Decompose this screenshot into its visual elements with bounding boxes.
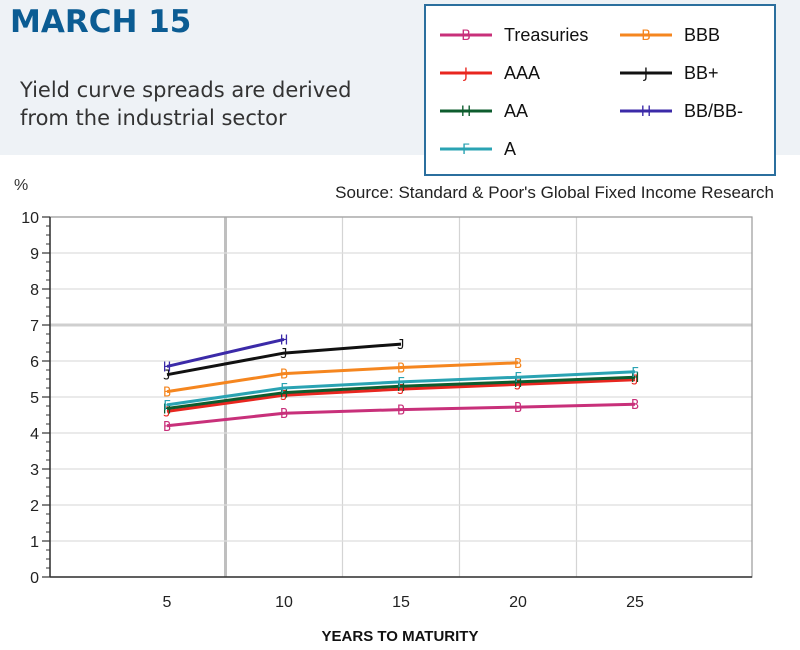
series-bb--point: J [397, 338, 405, 353]
y-tick-label: 5 [30, 390, 39, 407]
series-treasuries-point: B [397, 404, 405, 419]
series-bbb-line [166, 361, 519, 394]
x-tick-label: 15 [392, 594, 410, 611]
legend-swatch-bb-plus: J [620, 66, 672, 82]
series-aaa-point: J [397, 383, 405, 398]
series-bbb-point: B [163, 386, 171, 401]
legend-item-aa: H AA [436, 96, 528, 126]
series-bb-bb--line [166, 337, 285, 368]
legend-item-bb-bb-minus: H BB/BB- [616, 96, 743, 126]
page-title: MARCH 15 [10, 4, 192, 40]
legend-swatch-aaa: J [440, 66, 492, 82]
y-tick-label: 0 [30, 570, 39, 587]
series-aa-point: H [163, 403, 171, 418]
series-a-point: F [163, 399, 171, 414]
series-bbb-point: B [397, 361, 405, 376]
y-tick-label: 3 [30, 462, 39, 479]
series-aaa-line [166, 378, 636, 413]
legend-label-bbb: BBB [684, 24, 721, 45]
legend-label-bb-bb-minus: BB/BB- [684, 100, 744, 121]
series-aa-point: H [280, 387, 288, 402]
legend-swatch-aa: H [440, 104, 492, 120]
chart-legend: B Treasuries J AAA H AA F A B BBB J BB+ … [424, 4, 776, 176]
legend-item-a: F A [436, 134, 516, 164]
series-bbb-point: B [280, 368, 288, 383]
y-tick-label: 7 [30, 318, 39, 335]
x-tick-label: 10 [275, 594, 293, 611]
series-aa-point: H [514, 376, 522, 391]
legend-label-aa: AA [504, 100, 529, 121]
series-aa-line [166, 375, 636, 411]
y-tick-label: 9 [30, 246, 39, 263]
legend-swatch-bb-bb-minus: H [620, 104, 672, 120]
legend-swatch-bbb: B [620, 28, 672, 44]
y-tick-label: 2 [30, 498, 39, 515]
legend-item-bb-plus: J BB+ [616, 58, 719, 88]
series-aa-point: H [631, 371, 639, 386]
series-a-point: F [631, 366, 639, 381]
legend-swatch-a: F [440, 142, 492, 158]
series-treasuries-point: B [163, 420, 171, 435]
series-treasuries-point: B [514, 401, 522, 416]
series-a-point: F [397, 376, 405, 391]
y-tick-label: 10 [21, 210, 39, 227]
svg-text:B: B [641, 28, 651, 44]
legend-label-a: A [504, 138, 517, 159]
svg-text:J: J [643, 66, 648, 82]
series-a-point: F [280, 382, 288, 397]
svg-text:B: B [461, 28, 471, 44]
series-treasuries-point: B [280, 407, 288, 422]
series-bb-bb--point: H [163, 360, 171, 375]
page-subtitle: Yield curve spreads are derived from the… [20, 78, 352, 130]
series-treasuries-point: B [631, 398, 639, 413]
legend-item-bbb: B BBB [616, 20, 720, 50]
series-aaa-point: J [631, 374, 639, 389]
x-axis-label: YEARS TO MATURITY [321, 628, 479, 645]
series-aa-point: H [397, 380, 405, 395]
legend-item-treasuries: B Treasuries [436, 20, 588, 50]
series-aaa-point: J [514, 378, 522, 393]
x-tick-label: 5 [163, 594, 172, 611]
series-bb-bb--point: H [280, 333, 288, 348]
series-bb--point: J [280, 347, 288, 362]
series-a-point: F [514, 371, 522, 386]
y-axis-label: % [14, 177, 29, 194]
legend-label-treasuries: Treasuries [504, 24, 589, 45]
source-note: Source: Standard & Poor's Global Fixed I… [335, 183, 774, 202]
y-tick-label: 1 [30, 534, 39, 551]
series-bbb-point: B [514, 357, 522, 372]
svg-text:H: H [461, 104, 472, 120]
series-a-line [166, 370, 636, 407]
svg-text:F: F [462, 142, 470, 158]
series-bb--line [166, 342, 402, 377]
legend-swatch-treasuries: B [440, 28, 492, 44]
x-tick-label: 20 [509, 594, 527, 611]
y-tick-label: 8 [30, 282, 39, 299]
series-aaa-point: J [280, 389, 288, 404]
x-tick-label: 25 [626, 594, 644, 611]
series-bb--point: J [163, 369, 171, 384]
legend-label-bb-plus: BB+ [684, 62, 719, 83]
legend-label-aaa: AAA [504, 62, 541, 83]
y-tick-label: 4 [30, 426, 39, 443]
series-treasuries-line [166, 402, 636, 428]
y-tick-label: 6 [30, 354, 39, 371]
svg-text:J: J [463, 66, 468, 82]
series-aaa-point: J [163, 405, 171, 420]
legend-item-aaa: J AAA [436, 58, 540, 88]
svg-text:H: H [641, 104, 652, 120]
